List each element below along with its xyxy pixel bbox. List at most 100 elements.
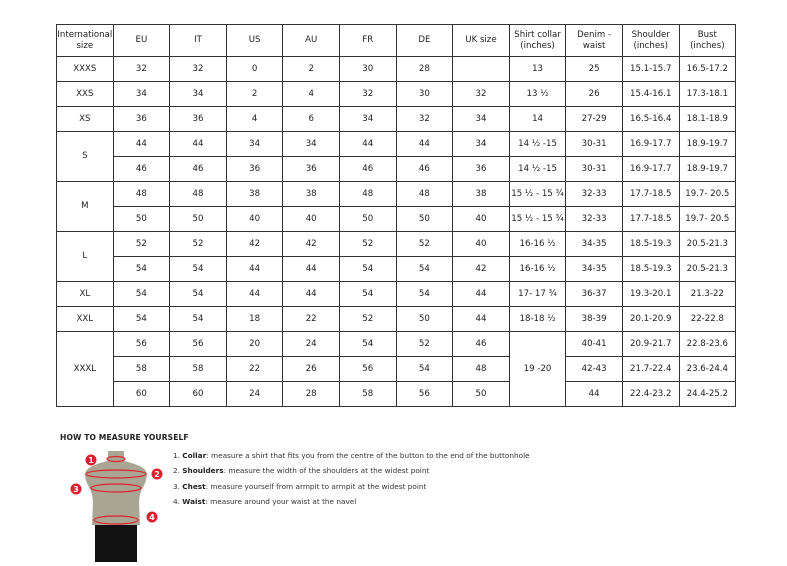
table-cell: 48 [452,356,510,382]
collar-cell: 19 -20 [508,331,567,407]
table-cell: 2 [225,81,284,107]
table-cell: 50 [338,206,397,232]
table-cell: 54 [169,281,227,307]
table-cell: 0 [225,56,284,82]
step-text: : measure yourself from armpit to armpit… [205,481,427,491]
international-size-cell: XXXL [56,331,114,407]
table-cell: 54 [395,356,454,382]
step-term: Chest [182,481,206,491]
table-cell: 44 [395,131,454,157]
column-header: DE [395,24,454,57]
table-cell: 14 ½ -15 [508,131,567,157]
size-chart-table: International size EU IT US AU FR DE UK size Shi… [56,24,737,407]
step-number: 4. [173,496,180,506]
table-cell: 19.3-20.1 [621,281,680,307]
table-row: XXXL 56 56 20 24 54 52 46 19 -20 40-41 20.9-21.7 22… [56,331,737,407]
column-header: Bust (inches) [678,24,737,57]
table-cell: 21.7-22.4 [621,356,680,382]
table-cell: 34 [452,131,510,157]
step-text: : measure around your waist at the navel [205,496,357,506]
table-cell: 38 [452,181,510,207]
column-header: UK size [452,24,510,57]
column-header: FR [338,24,397,57]
table-cell: 46 [169,156,227,182]
table-cell: 34 [338,106,397,132]
step-term: Waist [182,496,206,506]
table-cell: 52 [395,231,454,257]
table-cell: 54 [169,256,227,282]
table-cell: 54 [338,281,397,307]
table-row: 54 54 44 44 54 54 42 16-16 ½ 34-35 18.5-19.3 20.5-… [57,256,737,282]
table-cell: 44 [452,306,510,332]
table-cell: 56 [338,356,397,382]
table-row: 46 46 36 36 46 46 36 14 ½ -15 30-31 16.9-17.7 18.9… [57,156,737,182]
svg-text:3: 3 [73,485,79,494]
table-cell: 46 [395,156,454,182]
table-cell: 40 [452,206,510,232]
table-cell: 4 [225,106,284,132]
step-number: 3. [173,481,180,491]
table-cell: 13 [508,56,567,82]
table-row: S 44 44 34 34 44 44 34 14 ½ -15 30-31 16.9-17.7 18.… [56,131,737,182]
table-cell: 34 [225,131,284,157]
international-size-cell: S [56,131,114,182]
table-cell: 18.9-19.7 [678,156,737,182]
table-cell: 42-43 [565,356,623,382]
table-cell: 44 [565,381,623,407]
table-cell: 58 [112,356,171,382]
table-cell: 17.3-18.1 [678,81,737,107]
international-size-cell: L [56,231,114,282]
table-cell: 60 [112,381,171,407]
table-cell: 56 [395,381,454,407]
table-cell: 54 [112,256,171,282]
svg-text:1: 1 [88,456,94,465]
table-cell: 38-39 [565,306,623,332]
table-cell: 54 [395,256,454,282]
table-cell: 18 [225,306,284,332]
table-cell: 56 [169,331,227,357]
column-header: US [225,24,284,57]
table-cell: 54 [338,331,397,357]
table-cell: 34 [282,131,340,157]
table-cell: 22-22.8 [678,306,737,332]
table-cell: 46 [452,331,510,357]
table-cell: 28 [395,56,454,82]
table-cell: 22 [225,356,284,382]
table-row: XXXS 32 32 0 2 30 28 13 25 15.1-15.7 16.5-17.2 [56,56,737,82]
torso-measurement-figure: 1 2 3 4 [70,451,163,562]
table-cell: 30 [395,81,454,107]
table-cell: 56 [112,331,171,357]
table-cell: 36 [282,156,340,182]
table-cell: 15 ½ - 15 ¾ [508,181,567,207]
table-cell: 16-16 ½ [508,256,567,282]
table-cell: 15.4-16.1 [621,81,680,107]
step-term: Collar [182,451,207,460]
marker-1: 1 [85,454,97,466]
table-cell: 40 [225,206,284,232]
table-cell: 52 [338,231,397,257]
table-cell: 27-29 [565,106,623,132]
marker-4: 4 [146,511,158,523]
column-header: AU [282,24,340,57]
table-cell: 40 [452,231,510,257]
table-cell: 50 [169,206,227,232]
table-cell: 50 [395,206,454,232]
table-cell: 34-35 [565,231,623,257]
table-cell: 17.7-18.5 [621,181,680,207]
table-cell: 26 [565,81,623,107]
table-cell: 20.5-21.3 [678,231,737,257]
table-cell: 14 ½ -15 [508,156,567,182]
table-cell: 60 [169,381,227,407]
table-cell: 20.9-21.7 [621,331,680,357]
step-number: 2. [173,466,180,476]
table-cell: 54 [395,281,454,307]
table-cell: 42 [452,256,510,282]
table-row: XXL 54 54 18 22 52 50 44 18-18 ½ 38-39 20.1-20.9 22… [56,306,737,332]
table-cell: 18.9-19.7 [678,131,737,157]
table-cell: 30-31 [565,131,623,157]
table-cell: 32 [452,81,510,107]
table-cell: 16.9-17.7 [621,156,680,182]
svg-text:2: 2 [154,470,160,479]
table-cell: 36-37 [565,281,623,307]
table-cell: 16.9-17.7 [621,131,680,157]
